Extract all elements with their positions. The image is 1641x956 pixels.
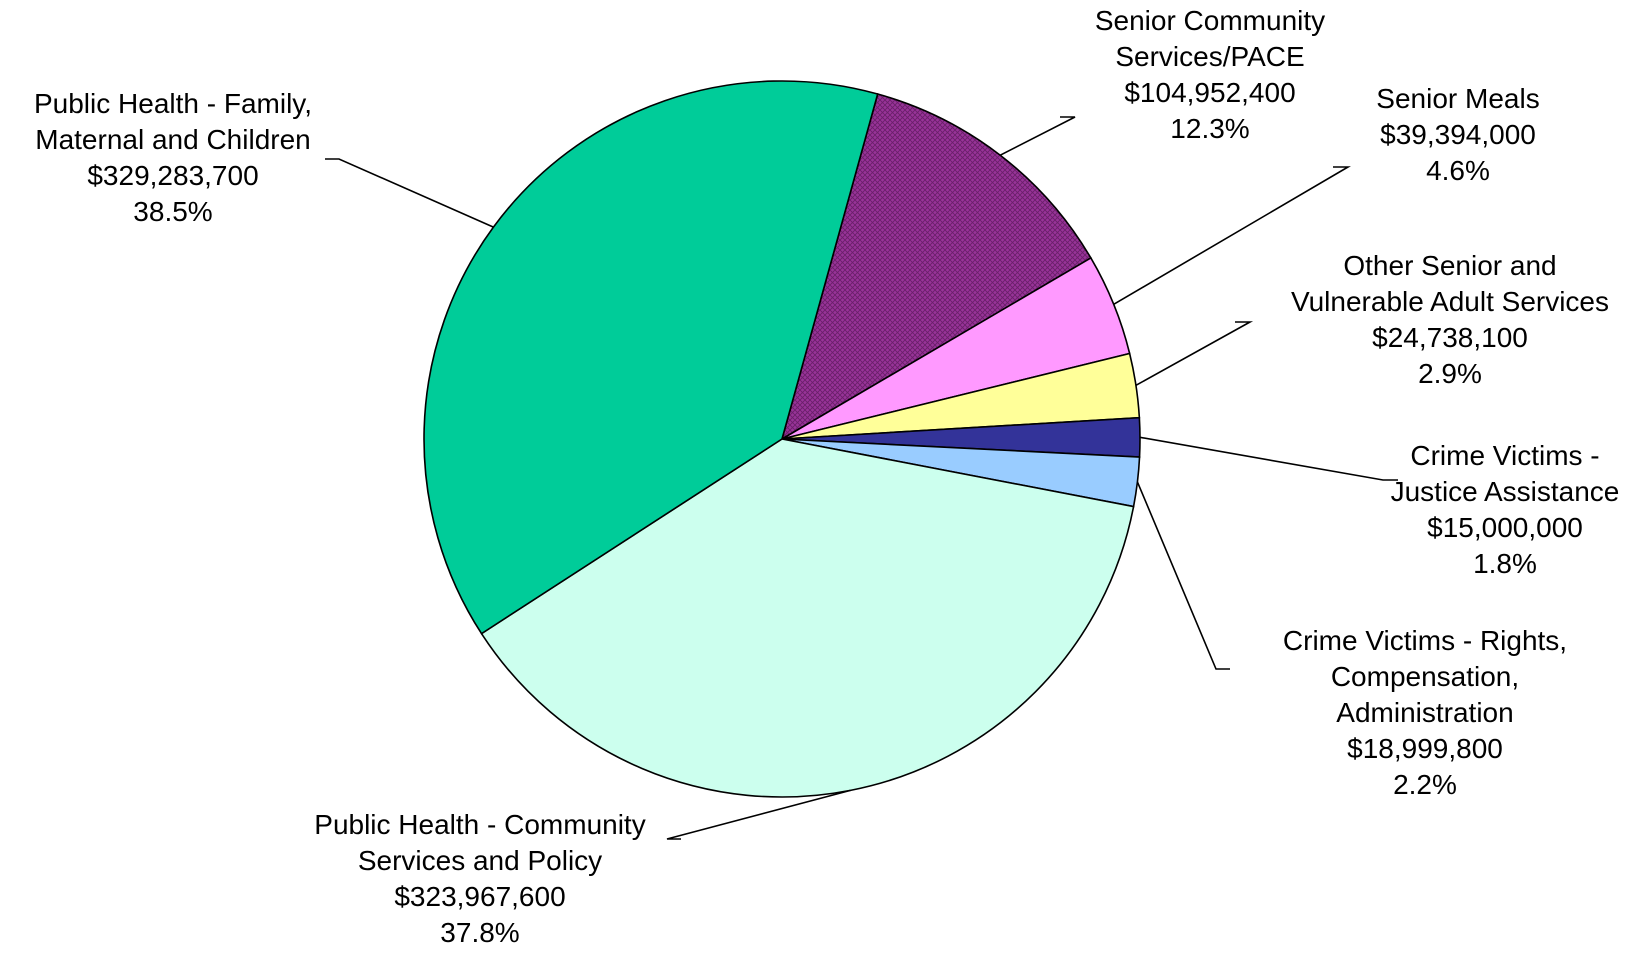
slice-label-senior-meals: Senior Meals $39,394,000 4.6%	[1376, 83, 1539, 186]
leader-line-senior-meals	[1113, 166, 1351, 306]
slice-amount: $104,952,400	[1124, 77, 1295, 108]
leader-lines	[325, 116, 1398, 840]
slice-label-crime-victims-justice-assistance: Crime Victims - Justice Assistance $15,000…	[1391, 440, 1620, 579]
slice-amount: $24,738,100	[1372, 322, 1528, 353]
slice-amount: $18,999,800	[1347, 733, 1503, 764]
leader-line-public-health-family-maternal-and-children	[325, 158, 494, 228]
leader-line-crime-victims-rights-compensation-administration	[1136, 481, 1230, 670]
slice-name-line: Other Senior and	[1343, 250, 1556, 281]
slice-percent: 2.2%	[1393, 769, 1457, 800]
slice-name-line: Crime Victims -	[1410, 440, 1599, 471]
slice-name-line: Administration	[1336, 697, 1513, 728]
slice-name-line: Compensation,	[1331, 661, 1519, 692]
slice-amount: $329,283,700	[87, 160, 258, 191]
leader-line-senior-community-services-pace	[999, 116, 1076, 156]
slice-name-line: Maternal and Children	[35, 124, 311, 155]
slice-name-line: Public Health - Family,	[34, 88, 312, 119]
leader-line-public-health-community-services-and-policy	[666, 789, 851, 840]
slice-percent: 2.9%	[1418, 358, 1482, 389]
slice-percent: 1.8%	[1473, 548, 1537, 579]
slice-label-public-health-community-services-and-policy: Public Health - Community Services and Po…	[314, 809, 645, 948]
slice-name-line: Senior Community	[1095, 5, 1325, 36]
pie-slices	[423, 80, 1141, 798]
slice-percent: 4.6%	[1426, 155, 1490, 186]
slice-amount: $39,394,000	[1380, 119, 1536, 150]
slice-name-line: Services/PACE	[1115, 41, 1304, 72]
slice-name-line: Services and Policy	[358, 845, 602, 876]
leader-line-other-senior-and-vulnerable-adult-services	[1135, 321, 1254, 387]
slice-percent: 12.3%	[1170, 113, 1249, 144]
slice-amount: $15,000,000	[1427, 512, 1583, 543]
slice-label-public-health-family-maternal-and-children: Public Health - Family, Maternal and Chil…	[34, 88, 312, 227]
slice-name-line: Senior Meals	[1376, 83, 1539, 114]
pie-slice-public-health-family-maternal-and-children	[423, 80, 879, 635]
slice-name-line: Vulnerable Adult Services	[1291, 286, 1609, 317]
slice-labels: Senior Community Services/PACE $104,952,40…	[34, 5, 1619, 948]
slice-percent: 38.5%	[133, 196, 212, 227]
leader-line-crime-victims-justice-assistance	[1139, 436, 1398, 481]
slice-label-other-senior-and-vulnerable-adult-services: Other Senior and Vulnerable Adult Service…	[1291, 250, 1609, 389]
slice-percent: 37.8%	[440, 917, 519, 948]
slice-name-line: Justice Assistance	[1391, 476, 1620, 507]
slice-name-line: Crime Victims - Rights,	[1283, 625, 1567, 656]
slice-amount: $323,967,600	[394, 881, 565, 912]
slice-name-line: Public Health - Community	[314, 809, 645, 840]
slice-label-senior-community-services-pace: Senior Community Services/PACE $104,952,40…	[1095, 5, 1325, 144]
slice-label-crime-victims-rights-compensation-administration: Crime Victims - Rights, Compensation, Admi…	[1283, 625, 1567, 800]
